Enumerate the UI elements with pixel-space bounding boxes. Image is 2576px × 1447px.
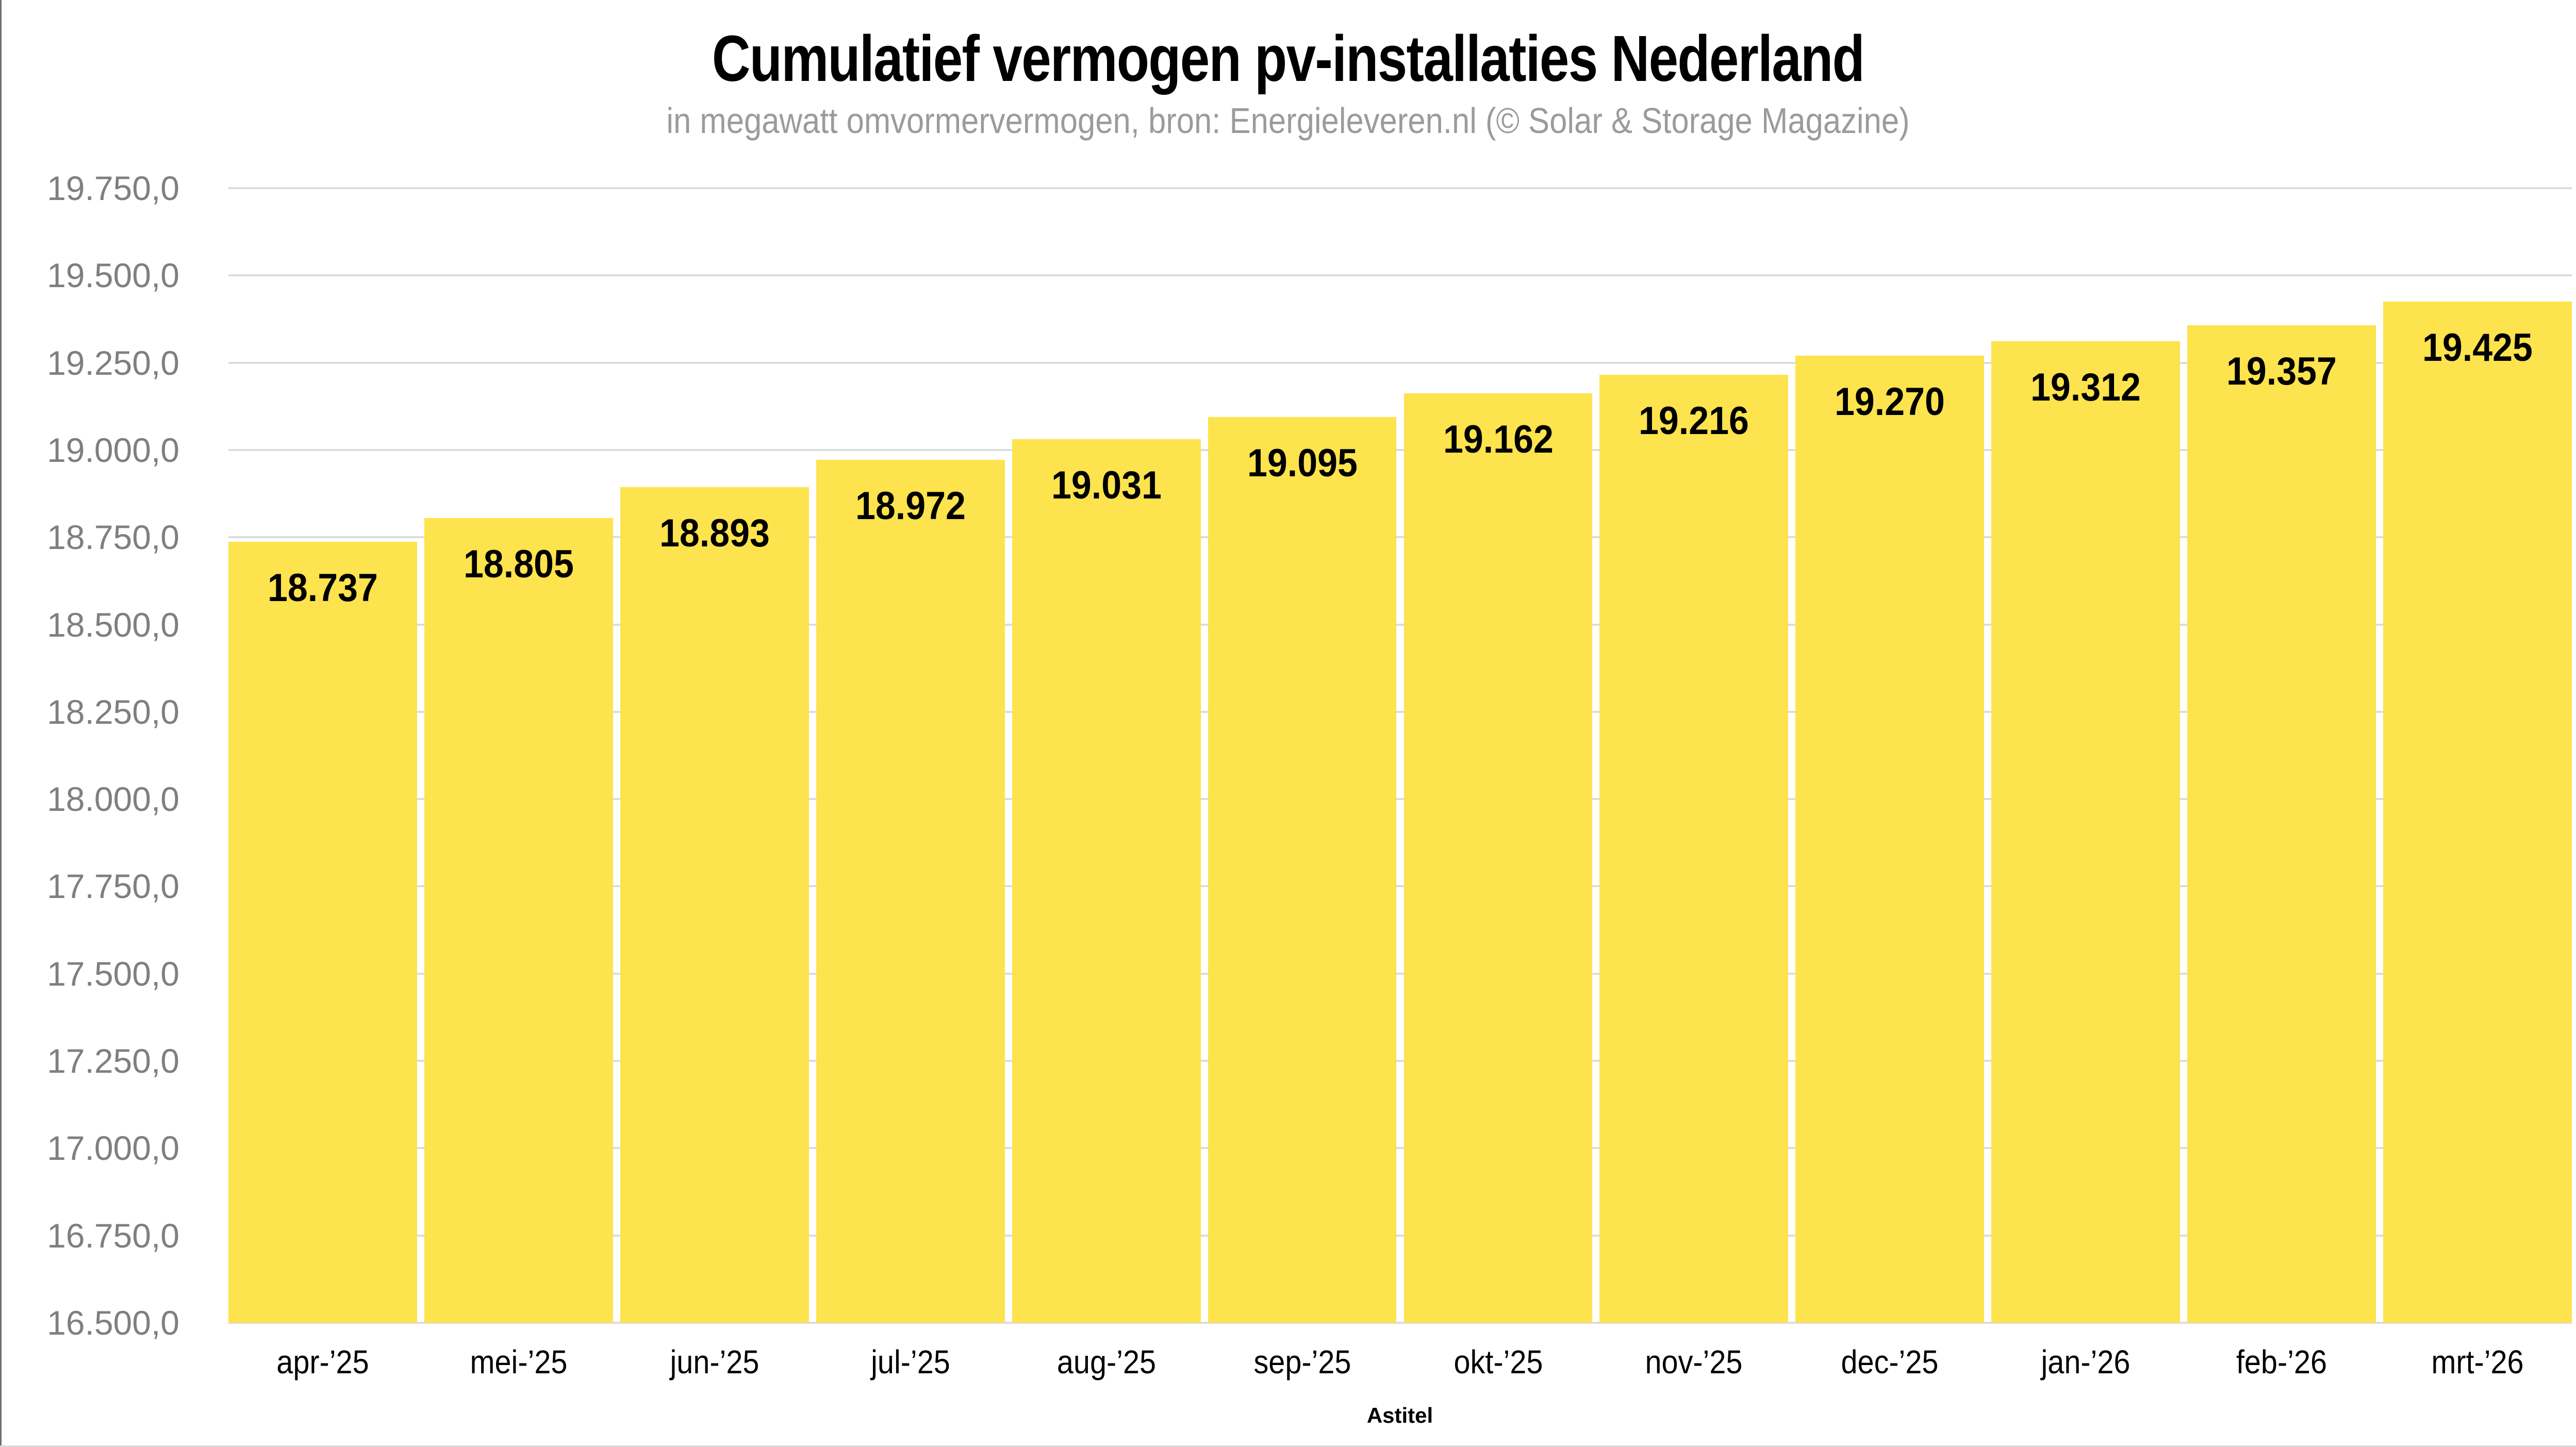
y-axis-tick-label: 19.250,0 (47, 343, 179, 382)
y-axis-tick-label: 18.500,0 (47, 605, 179, 644)
bar-value-label: 18.737 (268, 566, 378, 610)
gridline (228, 623, 2572, 626)
bar-value-label: 19.312 (2030, 365, 2141, 409)
gridline (228, 1234, 2572, 1237)
bar-jul-’25: 18.972 (816, 459, 1005, 1323)
y-axis-tick-label: 19.500,0 (47, 256, 179, 295)
y-axis-tick-label: 17.000,0 (47, 1129, 179, 1168)
gridline (228, 710, 2572, 713)
y-axis-tick-label: 16.750,0 (47, 1216, 179, 1255)
y-axis-tick-label: 19.750,0 (47, 169, 179, 207)
x-axis-tick-label: dec-’25 (1841, 1343, 1939, 1381)
bar-okt-’25: 19.162 (1403, 393, 1593, 1323)
y-axis-tick-label: 16.500,0 (47, 1304, 179, 1342)
bar-value-label: 18.893 (659, 511, 770, 556)
x-axis-tick-label: feb-’26 (2236, 1343, 2327, 1381)
bar-value-label: 19.162 (1443, 418, 1554, 462)
bar-apr-’25: 18.737 (228, 542, 417, 1323)
y-axis-tick-label: 17.250,0 (47, 1042, 179, 1080)
x-axis-tick-label: aug-’25 (1056, 1343, 1156, 1381)
bar-mrt-’26: 19.425 (2383, 302, 2572, 1323)
bar-value-label: 19.216 (1639, 398, 1749, 443)
y-axis-tick-label: 17.750,0 (47, 867, 179, 906)
chart-subtitle: in megawatt omvormervermogen, bron: Ener… (666, 101, 1910, 141)
x-axis-tick-label: jan-’26 (2041, 1343, 2131, 1381)
bar-value-label: 18.805 (463, 542, 574, 586)
bar-value-label: 19.270 (1835, 380, 1945, 424)
x-axis-tick-label: nov-’25 (1645, 1343, 1743, 1381)
x-axis-title: Astitel (1366, 1403, 1433, 1427)
bar-value-label: 19.425 (2422, 326, 2533, 370)
x-axis-tick-label: apr-’25 (276, 1343, 369, 1381)
chart-title: Cumulatief vermogen pv-installaties Nede… (712, 22, 1865, 95)
bar-sep-’25: 19.095 (1208, 417, 1397, 1323)
bar-mei-’25: 18.805 (424, 518, 613, 1323)
bar-jan-’26: 19.312 (1991, 341, 2181, 1323)
bar-jun-’25: 18.893 (620, 487, 809, 1323)
x-axis-tick-label: sep-’25 (1253, 1343, 1351, 1381)
y-axis-tick-label: 18.750,0 (47, 518, 179, 557)
gridline (228, 187, 2572, 189)
gridline (228, 972, 2572, 975)
bar-feb-’26: 19.357 (2187, 325, 2376, 1323)
bar-nov-’25: 19.216 (1599, 374, 1789, 1323)
gridline (228, 1060, 2572, 1062)
bar-value-label: 19.031 (1051, 463, 1162, 507)
gridline (228, 885, 2572, 888)
gridline (228, 798, 2572, 801)
left-frame-line (0, 0, 2, 1447)
x-axis-tick-label: jun-’25 (670, 1343, 759, 1381)
x-axis-tick-label: jul-’25 (870, 1343, 950, 1381)
bar-value-label: 19.095 (1247, 441, 1358, 485)
y-axis-tick-label: 18.250,0 (47, 692, 179, 731)
y-axis-tick-label: 17.500,0 (47, 954, 179, 993)
x-axis-tick-label: mrt-’26 (2431, 1343, 2524, 1381)
gridline (228, 1322, 2572, 1324)
y-axis-tick-label: 19.000,0 (47, 430, 179, 469)
bar-value-label: 19.357 (2226, 350, 2337, 394)
gridline (228, 274, 2572, 277)
x-axis-tick-label: mei-’25 (470, 1343, 568, 1381)
gridline (228, 1147, 2572, 1150)
bar-aug-’25: 19.031 (1012, 439, 1201, 1323)
bar-value-label: 18.972 (855, 484, 966, 528)
x-axis-tick-label: okt-’25 (1454, 1343, 1543, 1381)
gridline (228, 361, 2572, 364)
y-axis-tick-label: 18.000,0 (47, 780, 179, 819)
bar-dec-’25: 19.270 (1795, 356, 1985, 1323)
gridline (228, 448, 2572, 451)
bottom-frame-line (0, 1445, 2576, 1447)
gridline (228, 536, 2572, 539)
